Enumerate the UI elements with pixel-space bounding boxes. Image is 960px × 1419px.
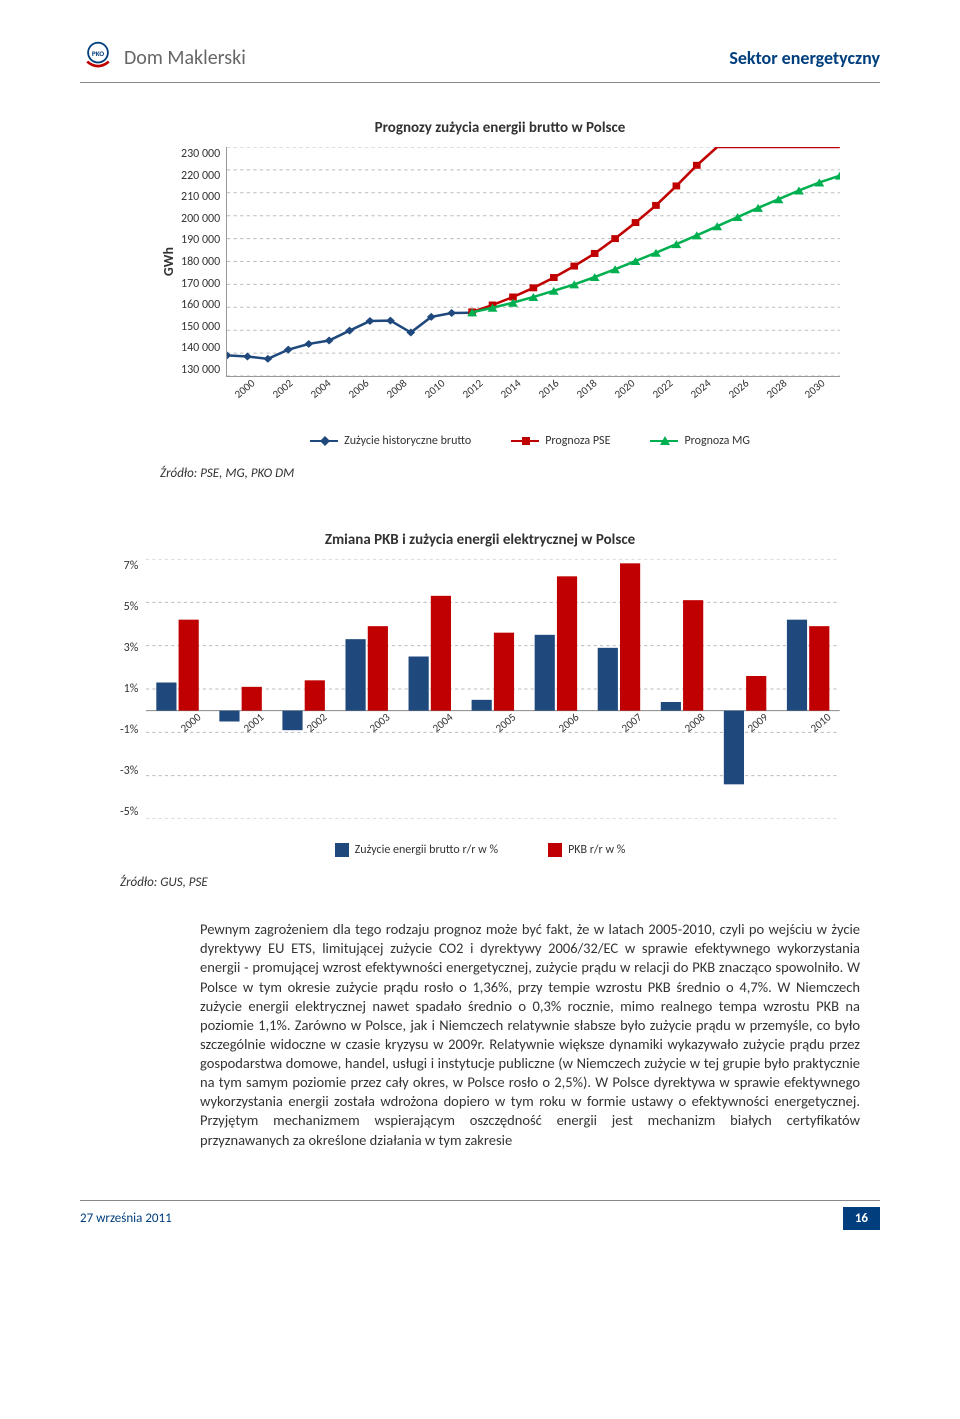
chart1-ytick: 220 000	[181, 169, 220, 183]
legend-pse: Prognoza PSE	[511, 434, 610, 448]
footer-page: 16	[843, 1207, 880, 1230]
chart1-plot	[226, 147, 840, 377]
svg-text:PKO: PKO	[92, 49, 104, 58]
legend-pkb: PKB r/r w %	[548, 843, 625, 857]
chart1-source: Źródło: PSE, MG, PKO DM	[160, 466, 840, 481]
chart2-legend: Zużycie energii brutto r/r w % PKB r/r w…	[80, 843, 880, 857]
chart1-ytick: 230 000	[181, 147, 220, 161]
chart2-ytick: 1%	[120, 682, 138, 696]
chart1-ytick: 190 000	[181, 233, 220, 247]
chart2-title: Zmiana PKB i zużycia energii elektryczne…	[80, 531, 880, 549]
legend-historical: Zużycie historyczne brutto	[310, 434, 471, 448]
chart1-ytick: 210 000	[181, 190, 220, 204]
chart2-ytick: -1%	[120, 723, 138, 737]
chart2-ytick: 3%	[120, 641, 138, 655]
chart2-ytick: 5%	[120, 600, 138, 614]
brand-text: Dom Maklerski	[124, 46, 246, 70]
chart1-xaxis: 2000200220042006200820102012201420162018…	[232, 377, 840, 404]
chart1-ytick: 140 000	[181, 341, 220, 355]
legend-mg-label: Prognoza MG	[684, 434, 749, 448]
brand: PKO Dom Maklerski	[80, 40, 246, 76]
legend-pkb-label: PKB r/r w %	[568, 843, 625, 857]
legend-historical-label: Zużycie historyczne brutto	[344, 434, 471, 448]
chart2-ytick: -5%	[120, 805, 138, 819]
chart2-yaxis: 7% 5% 3% 1% -1% -3% -5%	[120, 559, 146, 819]
chart1-yaxis: 230 000 220 000 210 000 200 000 190 000 180 0…	[181, 147, 226, 377]
legend-energy-label: Zużycie energii brutto r/r w %	[355, 843, 498, 857]
pko-logo-icon: PKO	[80, 40, 116, 76]
chart1-ytick: 150 000	[181, 320, 220, 334]
body-paragraph: Pewnym zagrożeniem dla tego rodzaju prog…	[200, 920, 860, 1150]
chart-forecast: Prognozy zużycia energii brutto w Polsce…	[160, 119, 840, 481]
chart1-title: Prognozy zużycia energii brutto w Polsce	[160, 119, 840, 137]
legend-energy: Zużycie energii brutto r/r w %	[335, 843, 498, 857]
chart-pkb: Zmiana PKB i zużycia energii elektryczne…	[80, 531, 880, 890]
chart1-ytick: 160 000	[181, 298, 220, 312]
chart1-ytick: 170 000	[181, 277, 220, 291]
chart1-legend: Zużycie historyczne brutto Prognoza PSE …	[220, 434, 840, 448]
sector-title: Sektor energetyczny	[729, 47, 880, 69]
chart2-ytick: -3%	[120, 764, 138, 778]
page-footer: 27 września 2011 16	[80, 1200, 880, 1230]
chart2-ytick: 7%	[120, 559, 138, 573]
chart2-source: Źródło: GUS, PSE	[120, 875, 880, 890]
chart1-ytick: 180 000	[181, 255, 220, 269]
legend-pse-label: Prognoza PSE	[545, 434, 610, 448]
page-header: PKO Dom Maklerski Sektor energetyczny	[80, 40, 880, 83]
legend-mg: Prognoza MG	[650, 434, 749, 448]
footer-date: 27 września 2011	[80, 1211, 172, 1226]
chart1-ylabel: GWh	[160, 247, 177, 276]
chart1-ytick: 130 000	[181, 363, 220, 377]
chart2-plot: 2000200120022003200420052006200720082009…	[146, 559, 840, 819]
chart1-ytick: 200 000	[181, 212, 220, 226]
